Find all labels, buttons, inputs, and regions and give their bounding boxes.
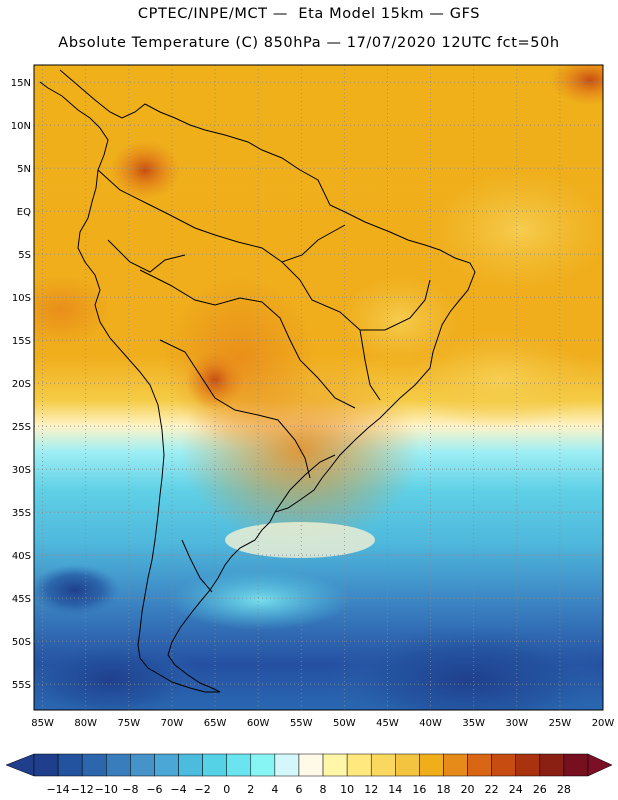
lon-label: 85W [31,718,54,729]
lat-label: 30S [12,465,31,476]
lat-label: 40S [12,551,31,562]
lon-label: 35W [462,718,485,729]
lon-label: 45W [376,718,399,729]
colorbar-label: −12 [71,783,94,796]
colorbar-label: 2 [247,783,254,796]
lat-lon-grid [34,65,604,710]
lon-label: 25W [549,718,572,729]
colorbar-cell [81,753,107,777]
lat-label: 15N [11,78,31,89]
colorbar-cell [563,753,589,777]
colorbar-cell [539,753,565,777]
lat-label: 5S [18,250,31,261]
lat-label: 25S [12,422,31,433]
colorbar-arrow-high [587,753,613,777]
lat-label: 10N [11,121,31,132]
colorbar-cell [130,753,155,777]
colorbar-label: 10 [340,783,354,796]
colorbar-label: 8 [320,783,327,796]
colorbar-label: 20 [461,783,475,796]
colorbar-label: −10 [95,783,118,796]
lon-label: 70W [161,718,184,729]
lon-label: 30W [505,718,528,729]
colorbar-label: 6 [295,783,302,796]
colorbar-label: 14 [388,783,402,796]
colorbar-label: 18 [436,783,450,796]
colorbar-arrow-low [5,753,35,777]
colorbar-cell [106,753,131,777]
temperature-field [34,65,603,710]
colorbar-cell [346,753,372,777]
lat-label: 20S [12,379,31,390]
colorbar-label: −4 [170,783,186,796]
latitude-labels: 15N 10N 5N EQ 5S 10S 15S 20S 25S 30S 35S 40S 45S 50S 5… [11,78,31,691]
lon-label: 80W [74,718,97,729]
colorbar-cell [322,753,348,777]
coastline [39,69,476,693]
colorbar-label: 16 [412,783,426,796]
lat-label: 55S [12,680,31,691]
colorbar-cell [491,753,516,777]
colorbar-cell [370,753,396,777]
colorbar-cell [443,753,468,777]
colorbar-cell [298,753,324,777]
colorbar-cell [419,753,444,777]
colorbar-label: 22 [485,783,499,796]
longitude-labels: 85W 80W 75W 70W 65W 60W 55W 50W 45W 40W 35W 30W 25W 2… [31,718,614,729]
lat-label: 45S [12,594,31,605]
lat-label: 15S [12,336,31,347]
lon-label: 50W [333,718,356,729]
colorbar-cell [178,753,203,777]
colorbar-label: −14 [46,783,69,796]
lon-label: 40W [419,718,442,729]
colorbar-cell [154,753,179,777]
lat-label: 5N [17,164,31,175]
chart-title-line1: CPTEC/INPE/MCT — Eta Model 15km — GFS [137,6,481,22]
colorbar-cell [33,753,59,777]
colorbar-cell [250,753,276,777]
colorbar-label: 4 [271,783,278,796]
lat-label: EQ [17,207,31,218]
lon-label: 75W [118,718,141,729]
plot-frame [33,64,604,711]
colorbar-cell [395,753,420,777]
lon-label: 60W [247,718,270,729]
lon-label: 65W [204,718,227,729]
colorbar: −14 −12 −10 −8 −6 −4 −2 0 2 4 6 8 10 12 14 16 18 20 22 24 26… [5,753,613,796]
colorbar-cell [226,753,252,777]
colorbar-label: 24 [509,783,523,796]
lat-label: 35S [12,508,31,519]
colorbar-cell [57,753,83,777]
lat-label: 50S [12,637,31,648]
colorbar-cell [467,753,492,777]
chart-title-line2: Absolute Temperature (C) 850hPa — 17/07/… [58,35,560,51]
colorbar-cell [202,753,227,777]
colorbar-label: −2 [194,783,210,796]
lon-label: 20W [592,718,615,729]
colorbar-label: −6 [146,783,162,796]
colorbar-cell [515,753,541,777]
colorbar-label: 26 [533,783,547,796]
temperature-map: 15N 10N 5N EQ 5S 10S 15S 20S 25S 30S 35S 40S 45S 50S 5… [11,64,614,729]
lon-label: 55W [290,718,313,729]
colorbar-label: 0 [223,783,230,796]
colorbar-label: 28 [557,783,571,796]
colorbar-label: −8 [122,783,138,796]
colorbar-cell [274,753,300,777]
lat-label: 10S [12,293,31,304]
colorbar-label: 12 [364,783,378,796]
